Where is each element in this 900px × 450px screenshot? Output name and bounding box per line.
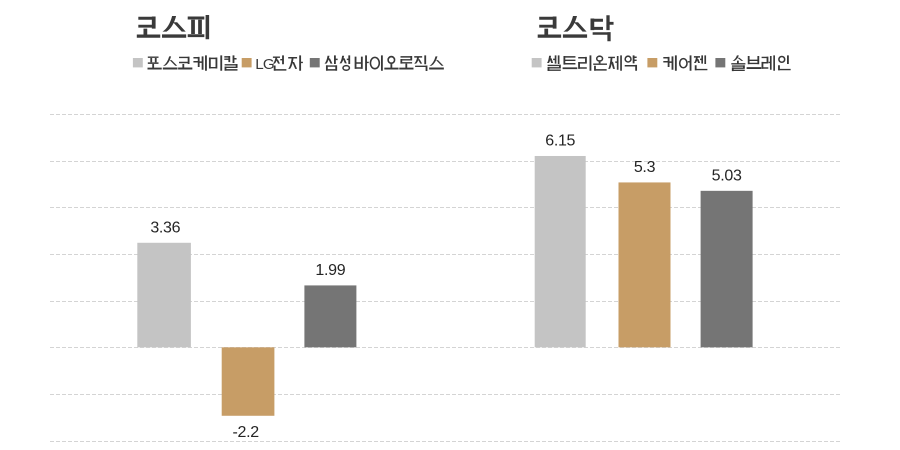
svg-text:5.3: 5.3 (634, 159, 656, 176)
svg-text:5.03: 5.03 (712, 168, 742, 185)
svg-text:-2.2: -2.2 (233, 424, 260, 441)
svg-text:LG: LG (255, 56, 274, 73)
svg-text:1.99: 1.99 (315, 262, 345, 279)
svg-text:6.15: 6.15 (545, 133, 575, 150)
svg-text:3.36: 3.36 (150, 219, 180, 236)
